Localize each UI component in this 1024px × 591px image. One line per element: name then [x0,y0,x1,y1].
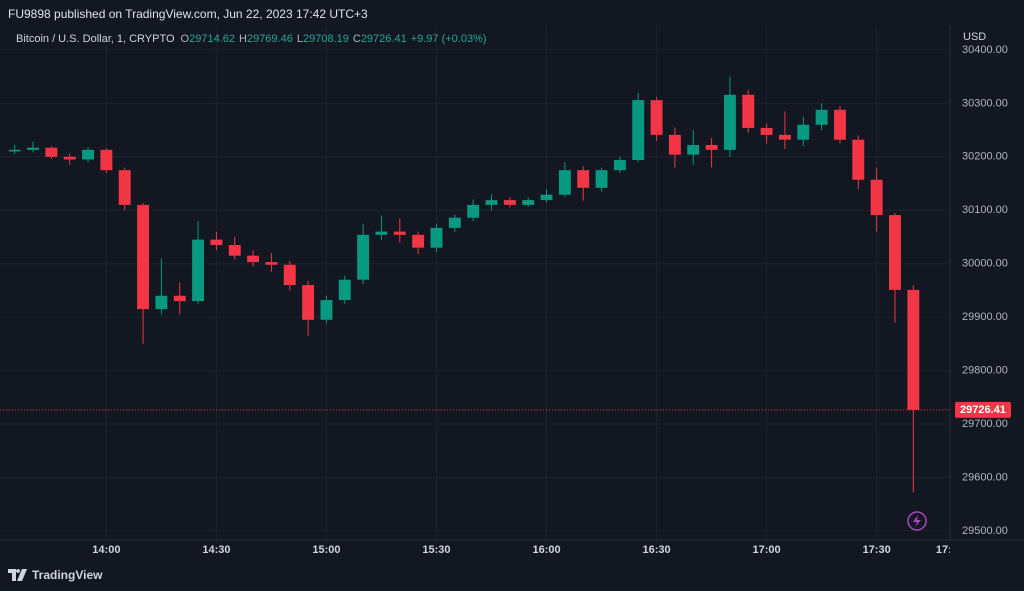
candle-body [760,127,773,135]
candle-body [100,149,113,171]
symbol-legend: Bitcoin / U.S. Dollar, 1, CRYPTO O29714.6… [16,33,491,45]
y-tick-label: 29500.00 [962,525,1008,537]
candle-body [63,156,76,160]
ohlc: O29714.62 H29769.46 L29708.19 C29726.41 [181,33,411,45]
candle-body [797,124,810,140]
candle-body [687,145,700,155]
x-tick-label: 15:30 [422,544,450,556]
candle-body [155,295,168,310]
candle-body [742,94,755,128]
ohlc-value: 29769.46 [246,33,293,45]
chart-bg [0,26,1024,560]
y-tick-label: 29700.00 [962,418,1008,430]
candle-body [448,217,461,228]
y-tick-label: 29800.00 [962,364,1008,376]
y-tick-label: 29900.00 [962,311,1008,323]
candle-body [45,147,58,157]
candle-body [173,295,186,302]
candle-body [723,94,736,150]
change: +9.97 (+0.03%) [410,33,487,45]
ohlc-value: 29708.19 [302,33,349,45]
grid [0,26,951,540]
price-scale-bg [950,26,1024,560]
candle-body [485,200,498,205]
ohlc-value: 29714.62 [189,33,235,45]
symbol: Bitcoin / U.S. Dollar, 1, CRYPTO [16,33,175,45]
chart: 14:00 14:30 15:00 15:30 16:00 16:30 17:00 17:30… [0,26,1024,560]
candle-body [210,239,223,245]
candle-body [650,100,663,135]
candle-body [118,170,131,205]
ohlc-label: C [352,33,361,45]
candle-body [228,244,241,256]
x-tick-label: 17:30 [863,544,891,556]
candle-body [320,300,333,320]
candle-body [467,204,480,218]
candle-body [338,279,351,301]
candle-body [503,200,516,205]
plot: 14:00 14:30 15:00 15:30 16:00 16:30 17:00 17:30… [0,76,964,556]
ohlc-label: H [239,33,247,45]
candle-body [430,227,443,248]
x-tick-label: 16:00 [532,544,560,556]
candle-body [283,264,296,286]
candle-body [8,149,21,152]
candle-body [522,200,535,205]
candle-body [82,149,94,160]
candle-body [907,289,920,410]
x-tick-label: 14:00 [92,544,120,556]
last-price-label: 29726.41 [960,404,1006,416]
ohlc-value: 29726.41 [360,33,407,45]
ohlc-label: L [296,33,303,45]
candle-body [834,109,846,140]
candle-body [705,145,718,150]
candle-body [668,134,681,155]
ohlc-label: O [180,33,190,45]
alert-icon[interactable] [907,511,927,531]
candle-body [870,179,883,216]
candle-body [778,134,791,140]
y-tick-label: 30300.00 [962,97,1008,109]
candle-body [27,147,39,150]
x-tick-label: 17:00 [753,544,781,556]
candle-body [412,234,425,248]
y-tick-label: 30200.00 [962,151,1008,163]
brand: TradingView [32,568,103,582]
candle-body [302,285,315,320]
y-tick-label: 30400.00 [962,44,1008,56]
axes: 29500.00 29600.00 29700.00 29800.00 29900.00… [955,44,1011,537]
candle-body [815,109,828,125]
candle-body [192,239,205,302]
candle-body [613,160,626,171]
candle-body [265,262,278,265]
logo [8,569,27,581]
candle-body [558,170,571,195]
x-tick-label: 16:30 [642,544,670,556]
candle-body [393,231,406,235]
candle-body [375,231,388,235]
x-tick-label: 14:30 [202,544,230,556]
candle-body [357,234,370,280]
candle-body [632,100,645,161]
candle-body [852,139,865,180]
currency: USD [963,31,986,43]
y-tick-label: 30100.00 [962,204,1008,216]
last-price-tag [955,401,1011,418]
publish-header: FU9898 published on TradingView.com, Jun… [8,7,368,21]
footer[interactable]: TradingView [8,568,102,582]
candle-body [595,170,608,188]
candle-body [540,194,553,201]
candle-body [247,255,260,263]
candle-body [137,204,150,310]
candle-body [577,170,590,188]
x-tick-label: 15:00 [312,544,340,556]
y-tick-label: 30000.00 [962,258,1008,270]
y-tick-label: 29600.00 [962,471,1008,483]
candle-body [889,215,901,290]
